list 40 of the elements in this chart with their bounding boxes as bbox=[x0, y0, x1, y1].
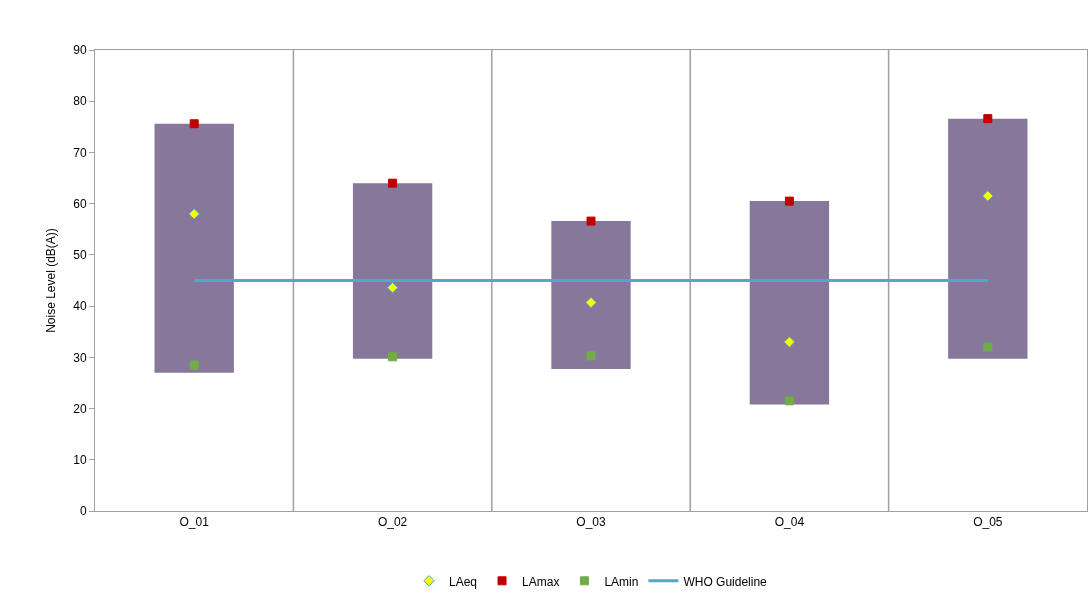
point bbox=[189, 119, 199, 129]
point bbox=[188, 208, 200, 220]
legend-label: WHO Guideline bbox=[683, 574, 768, 589]
y-tick-label: 50 bbox=[73, 248, 87, 263]
x-tick-label: O_01 bbox=[179, 515, 210, 530]
y-tick-label: 10 bbox=[73, 452, 87, 467]
bar bbox=[154, 123, 234, 373]
y-tick-label: 0 bbox=[79, 504, 87, 519]
point bbox=[388, 178, 398, 188]
point bbox=[983, 342, 993, 352]
point bbox=[388, 352, 398, 362]
point bbox=[983, 114, 993, 124]
y-tick-label: 90 bbox=[73, 43, 87, 58]
y-tick-label: 20 bbox=[73, 401, 87, 416]
point bbox=[784, 396, 794, 406]
y-tick-label: 70 bbox=[73, 145, 87, 160]
y-tick-label: 40 bbox=[73, 299, 87, 314]
point bbox=[982, 190, 994, 202]
x-tick-label: O_05 bbox=[973, 515, 1003, 530]
point bbox=[585, 296, 597, 309]
point bbox=[586, 351, 596, 361]
legend-label: LAmin bbox=[604, 574, 639, 589]
bar bbox=[352, 183, 433, 359]
point bbox=[784, 196, 794, 206]
y-tick-label: 30 bbox=[73, 350, 87, 365]
y-axis-title: Noise Level (dB(A)) bbox=[43, 228, 58, 333]
bar bbox=[551, 221, 631, 370]
x-tick-label: O_02 bbox=[377, 515, 408, 530]
legend-label: LAmax bbox=[522, 574, 560, 589]
y-tick-label: 60 bbox=[73, 196, 87, 211]
point bbox=[783, 336, 796, 348]
bar bbox=[948, 118, 1028, 359]
x-tick-label: O_04 bbox=[774, 515, 805, 530]
y-tick-label: 80 bbox=[73, 94, 87, 109]
x-tick-label: O_03 bbox=[576, 515, 606, 530]
point bbox=[586, 216, 596, 226]
legend-label: LAeq bbox=[449, 574, 478, 589]
bar bbox=[749, 201, 830, 405]
point bbox=[386, 281, 399, 294]
point bbox=[189, 360, 199, 370]
